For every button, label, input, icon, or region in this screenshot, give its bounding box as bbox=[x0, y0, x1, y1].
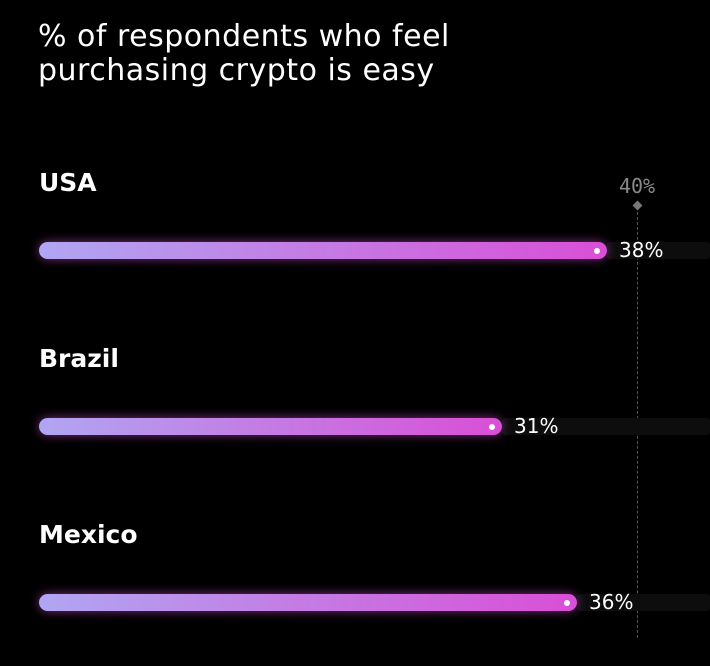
bar bbox=[39, 242, 607, 259]
data-label: 31% bbox=[514, 414, 559, 438]
chart-title-line-2: purchasing crypto is easy bbox=[38, 53, 435, 88]
category-label: Mexico bbox=[39, 520, 138, 549]
reference-marker bbox=[632, 200, 643, 211]
bar-end-dot bbox=[489, 423, 495, 430]
bar bbox=[39, 418, 502, 435]
data-label: 36% bbox=[589, 590, 634, 614]
category-label: Brazil bbox=[39, 344, 119, 373]
chart-title-line-1: % of respondents who feel bbox=[38, 19, 450, 54]
category-label: USA bbox=[39, 168, 97, 197]
bar-track bbox=[577, 594, 710, 611]
reference-label: 40% bbox=[618, 174, 656, 198]
bar-track bbox=[607, 242, 710, 259]
bar-track bbox=[502, 418, 710, 435]
bar bbox=[39, 594, 577, 611]
data-label: 38% bbox=[619, 238, 664, 262]
chart-title: % of respondents who feel purchasing cry… bbox=[38, 20, 678, 88]
bar-end-dot bbox=[564, 599, 570, 606]
bar-end-dot bbox=[594, 247, 600, 254]
